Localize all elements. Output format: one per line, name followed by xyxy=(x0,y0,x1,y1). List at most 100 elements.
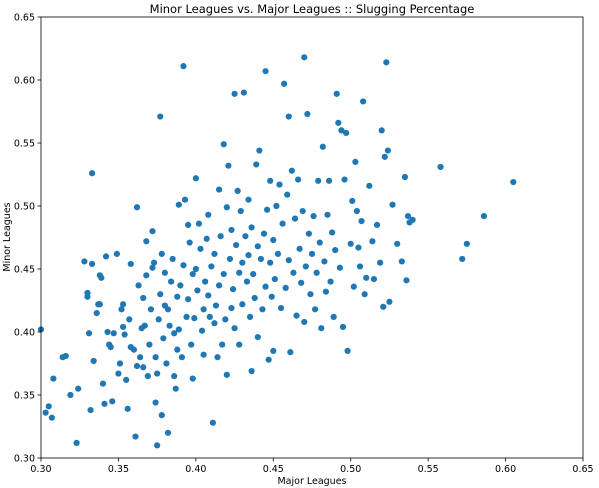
data-point xyxy=(332,247,339,254)
data-point xyxy=(152,399,159,406)
data-point xyxy=(404,212,412,220)
data-point xyxy=(215,186,223,193)
data-point xyxy=(310,212,317,220)
data-point xyxy=(263,206,271,213)
data-point xyxy=(239,301,246,308)
data-point xyxy=(339,323,347,331)
data-point xyxy=(228,226,235,234)
data-point xyxy=(243,278,251,285)
data-point xyxy=(102,253,110,260)
data-point xyxy=(370,275,378,283)
data-point xyxy=(321,258,328,265)
data-point xyxy=(119,301,127,308)
data-point xyxy=(366,182,373,189)
data-point xyxy=(270,347,277,354)
data-point xyxy=(350,283,357,290)
data-point xyxy=(154,370,161,377)
data-point xyxy=(191,315,198,322)
data-point xyxy=(62,352,69,360)
data-point xyxy=(195,220,203,227)
x-tick-label: 0.55 xyxy=(418,464,439,475)
data-point xyxy=(115,370,122,377)
data-point xyxy=(180,63,187,70)
data-point xyxy=(226,255,234,263)
data-point xyxy=(301,318,308,326)
data-point xyxy=(163,360,170,367)
data-point xyxy=(192,265,199,273)
data-point xyxy=(237,207,244,215)
data-point xyxy=(149,228,156,235)
data-point xyxy=(296,245,303,252)
data-point xyxy=(240,89,247,96)
data-point xyxy=(291,215,299,222)
data-point xyxy=(315,177,322,184)
data-point xyxy=(174,346,181,353)
data-point xyxy=(126,316,133,323)
data-point xyxy=(152,354,159,361)
data-point xyxy=(219,341,226,348)
data-point xyxy=(290,269,297,276)
data-point xyxy=(178,354,186,361)
data-point xyxy=(189,270,196,278)
data-point xyxy=(316,239,323,246)
data-point xyxy=(341,176,348,183)
data-point xyxy=(211,250,218,257)
data-point xyxy=(200,306,207,313)
data-point xyxy=(386,298,393,305)
x-tick-label: 0.35 xyxy=(108,464,129,475)
data-point xyxy=(229,286,237,293)
data-point xyxy=(143,238,150,245)
data-point xyxy=(318,325,325,332)
data-point xyxy=(110,330,117,337)
data-point xyxy=(349,197,356,205)
data-point xyxy=(171,330,178,337)
data-point xyxy=(338,127,345,134)
data-point xyxy=(246,313,254,320)
data-point xyxy=(322,288,330,295)
data-point xyxy=(347,240,354,247)
data-point xyxy=(189,375,196,382)
data-point xyxy=(231,90,238,97)
x-tick-label: 0.45 xyxy=(263,464,284,475)
data-point xyxy=(137,354,144,361)
data-point xyxy=(403,277,410,284)
y-tick-label: 0.30 xyxy=(14,454,35,465)
data-point xyxy=(298,279,305,286)
data-point xyxy=(141,322,148,329)
data-point xyxy=(200,351,207,358)
y-tick-label: 0.40 xyxy=(14,328,35,339)
data-point xyxy=(140,364,147,371)
data-point xyxy=(353,207,361,215)
data-point xyxy=(356,263,364,270)
data-point xyxy=(223,371,230,378)
data-point xyxy=(273,202,280,210)
data-point xyxy=(335,119,342,126)
data-point xyxy=(84,293,91,300)
data-point xyxy=(113,250,120,257)
data-point xyxy=(262,283,269,290)
data-point xyxy=(401,173,409,181)
data-point xyxy=(265,356,272,363)
data-point xyxy=(256,147,263,154)
data-point xyxy=(225,162,232,169)
y-tick-label: 0.60 xyxy=(14,76,35,87)
data-point xyxy=(344,347,351,354)
data-point xyxy=(202,278,209,285)
data-point xyxy=(383,59,390,66)
data-point xyxy=(133,204,141,211)
y-tick-label: 0.35 xyxy=(14,391,35,402)
data-point xyxy=(437,163,444,171)
data-point xyxy=(217,233,224,240)
data-point xyxy=(96,301,103,308)
data-point xyxy=(369,238,376,245)
data-point xyxy=(325,177,333,184)
data-point xyxy=(307,291,314,298)
x-tick-label: 0.50 xyxy=(340,464,361,475)
data-point xyxy=(171,373,178,380)
data-point xyxy=(304,110,311,118)
data-point xyxy=(180,262,187,269)
data-point xyxy=(209,419,216,426)
data-point xyxy=(116,360,124,367)
data-point xyxy=(268,293,275,300)
data-point xyxy=(276,181,283,188)
